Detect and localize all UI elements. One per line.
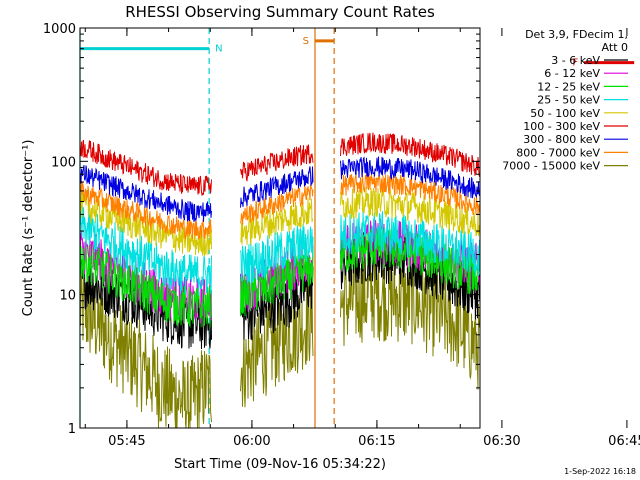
y-axis-ticks: 1 10 100 1000: [43, 22, 480, 437]
legend-entry-label: 7000 - 15000 keV: [502, 160, 600, 173]
legend-entry-label: 12 - 25 keV: [537, 80, 600, 93]
series-line: [79, 156, 480, 223]
annotation-label: F: [572, 58, 578, 69]
annotation-label: S: [303, 36, 309, 47]
annotation-layer: N S F: [80, 36, 635, 69]
chart-title: RHESSI Observing Summary Count Rates: [125, 3, 435, 21]
legend-entry-label: 25 - 50 keV: [537, 94, 600, 107]
x-tick-label: 06:45: [608, 434, 640, 449]
legend-entry-label: 300 - 800 keV: [523, 133, 600, 146]
y-tick-label: 1: [68, 422, 76, 437]
series-layer: [79, 132, 480, 429]
x-axis-label: Start Time (09-Nov-16 05:34:22): [174, 457, 386, 472]
series-line: [79, 226, 480, 329]
x-tick-label: 06:00: [233, 434, 270, 449]
legend-header: Att 0: [602, 41, 628, 54]
series-line: [79, 173, 480, 241]
legend-entry-label: 800 - 7000 keV: [516, 146, 600, 159]
legend-entry-label: 100 - 300 keV: [523, 120, 600, 133]
x-tick-label: 06:15: [358, 434, 395, 449]
y-tick-label: 100: [51, 155, 76, 170]
series-line: [79, 205, 480, 297]
y-axis-label: Count Rate (s⁻¹ detector⁻¹): [21, 140, 36, 317]
footer-timestamp: 1-Sep-2022 16:18: [564, 467, 636, 476]
plot-frame: [79, 27, 481, 429]
annotation-label: N: [215, 44, 222, 55]
legend-header: Det 3,9, FDecim 1,: [525, 28, 628, 41]
legend-entry-label: 50 - 100 keV: [530, 107, 600, 120]
x-tick-label: 05:45: [108, 434, 145, 449]
series-line: [79, 132, 480, 196]
y-tick-label: 10: [59, 289, 76, 304]
y-tick-label: 1000: [43, 22, 76, 37]
legend-entry-label: 6 - 12 keV: [544, 67, 600, 80]
x-tick-label: 06:30: [483, 434, 520, 449]
legend-entry-label: 3 - 6 keV: [551, 54, 600, 67]
